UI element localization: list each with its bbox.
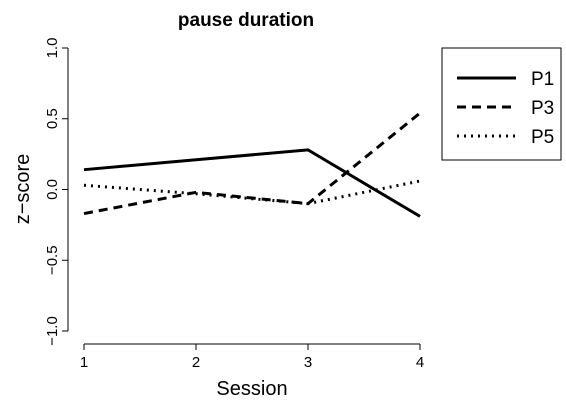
- legend: P1 P3 P5: [441, 47, 562, 161]
- series-line-p1: [83, 148, 421, 218]
- y-tick-label: 1.0: [44, 38, 61, 59]
- legend-box: [441, 47, 562, 161]
- x-axis-label: Session: [216, 378, 287, 400]
- legend-label-p5: P5: [531, 127, 554, 148]
- y-tick-label: 0.5: [44, 108, 61, 129]
- x-tick-label: 1: [80, 354, 88, 371]
- x-tick-label: 3: [304, 354, 312, 371]
- y-tick-label: −0.5: [44, 245, 61, 275]
- y-tick-label: 0.0: [44, 179, 61, 200]
- y-tick-label: −1.0: [44, 316, 61, 346]
- y-axis-label: z−score: [12, 154, 34, 225]
- y-axis: −1.0 −0.5 0.0 0.5 1.0: [44, 38, 69, 346]
- chart-title: pause duration: [178, 10, 314, 31]
- legend-label-p3: P3: [531, 98, 554, 119]
- x-tick-label: 4: [416, 354, 424, 371]
- series-line-p5: [83, 179, 421, 206]
- x-axis: 1 2 3 4: [80, 343, 424, 371]
- x-tick-label: 2: [192, 354, 200, 371]
- legend-label-p1: P1: [531, 69, 554, 90]
- series-lines: [83, 111, 421, 218]
